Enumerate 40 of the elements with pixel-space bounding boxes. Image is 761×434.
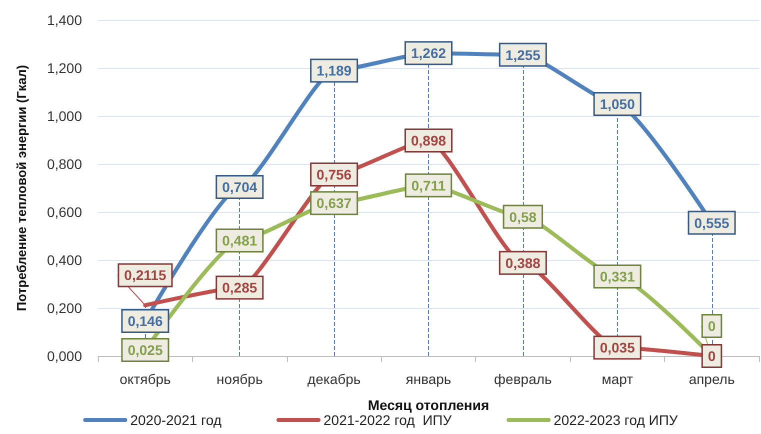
data-label: 0,704 xyxy=(222,179,258,196)
y-tick-label: 0,600 xyxy=(46,204,82,220)
y-tick-label: 0,400 xyxy=(46,252,82,268)
data-label: 0,285 xyxy=(222,280,258,296)
data-label: 0 xyxy=(708,348,716,364)
y-tick-label: 1,200 xyxy=(46,60,82,76)
data-label: 0,637 xyxy=(316,195,352,212)
x-tick-label: декабрь xyxy=(307,371,361,387)
data-label: 0,898 xyxy=(410,132,446,148)
y-tick-label: 1,000 xyxy=(46,108,82,124)
data-label: 1,189 xyxy=(316,62,352,79)
x-tick-label: апрель xyxy=(688,371,735,387)
y-axis-title: Потребление тепловой энергии (Гкал) xyxy=(14,64,29,312)
x-axis-title: Месяц отопления xyxy=(368,397,490,413)
data-label: 0,388 xyxy=(505,254,541,271)
data-label: 1,262 xyxy=(410,45,446,62)
y-tick-label: 0,200 xyxy=(46,300,82,316)
data-label: 0 xyxy=(708,318,716,334)
x-tick-label: февраль xyxy=(494,371,552,387)
data-label: 0,331 xyxy=(600,268,636,285)
y-tick-label: 0,000 xyxy=(46,348,82,364)
data-label: 0,756 xyxy=(316,166,352,183)
legend-label: 2020-2021 год xyxy=(130,412,222,428)
data-label: 0,555 xyxy=(694,214,730,231)
data-label: 0,035 xyxy=(600,340,636,356)
data-label: 1,050 xyxy=(600,96,636,112)
data-label: 0,146 xyxy=(128,312,163,329)
y-tick-label: 1,400 xyxy=(46,12,82,28)
legend-label: 2021-2022 год ИПУ xyxy=(324,412,452,428)
data-label: 0,2115 xyxy=(124,267,166,284)
x-tick-label: март xyxy=(602,371,634,387)
x-tick-label: январь xyxy=(406,371,452,387)
data-label: 1,255 xyxy=(505,46,541,63)
data-label: 0,481 xyxy=(222,232,258,249)
y-tick-label: 0,800 xyxy=(46,156,82,172)
x-tick-label: октябрь xyxy=(120,371,171,387)
data-label: 0,711 xyxy=(411,177,446,194)
legend-label: 2022-2023 год ИПУ xyxy=(554,412,678,428)
x-tick-label: ноябрь xyxy=(216,371,263,387)
data-label: 0,025 xyxy=(128,342,163,358)
